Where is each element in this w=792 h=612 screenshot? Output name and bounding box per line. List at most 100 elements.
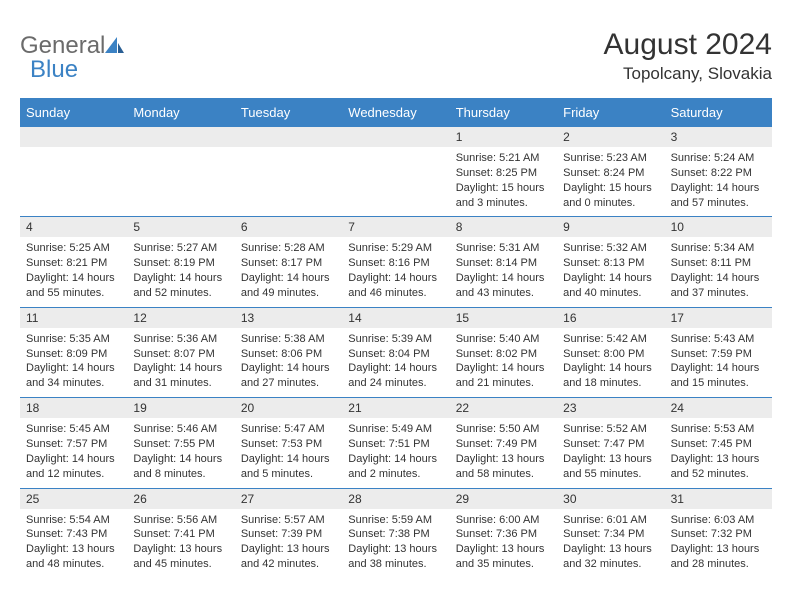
day-details: Sunrise: 5:45 AMSunset: 7:57 PMDaylight:… (20, 418, 127, 487)
sunrise-text: Sunrise: 5:36 AM (133, 332, 228, 347)
sunset-text: Sunset: 8:04 PM (348, 347, 443, 362)
sunrise-text: Sunrise: 5:50 AM (456, 422, 551, 437)
daylight-text: Daylight: 14 hours and 21 minutes. (456, 361, 551, 391)
dayname-saturday: Saturday (665, 99, 772, 126)
sunset-text: Sunset: 7:39 PM (241, 527, 336, 542)
sunset-text: Sunset: 8:16 PM (348, 256, 443, 271)
calendar-week: 4Sunrise: 5:25 AMSunset: 8:21 PMDaylight… (20, 216, 772, 306)
day-number: 22 (450, 398, 557, 418)
daylight-text: Daylight: 14 hours and 15 minutes. (671, 361, 766, 391)
dayname-tuesday: Tuesday (235, 99, 342, 126)
day-details: Sunrise: 6:01 AMSunset: 7:34 PMDaylight:… (557, 509, 664, 578)
sunrise-text: Sunrise: 5:32 AM (563, 241, 658, 256)
daylight-text: Daylight: 14 hours and 43 minutes. (456, 271, 551, 301)
dayname-monday: Monday (127, 99, 234, 126)
calendar-cell: 2Sunrise: 5:23 AMSunset: 8:24 PMDaylight… (557, 127, 664, 216)
calendar-cell: 16Sunrise: 5:42 AMSunset: 8:00 PMDayligh… (557, 308, 664, 397)
sunset-text: Sunset: 7:32 PM (671, 527, 766, 542)
sunrise-text: Sunrise: 6:01 AM (563, 513, 658, 528)
sunset-text: Sunset: 8:22 PM (671, 166, 766, 181)
calendar-cell: 6Sunrise: 5:28 AMSunset: 8:17 PMDaylight… (235, 217, 342, 306)
calendar-cell: 21Sunrise: 5:49 AMSunset: 7:51 PMDayligh… (342, 398, 449, 487)
daylight-text: Daylight: 14 hours and 27 minutes. (241, 361, 336, 391)
sunrise-text: Sunrise: 5:27 AM (133, 241, 228, 256)
day-details: Sunrise: 5:57 AMSunset: 7:39 PMDaylight:… (235, 509, 342, 578)
day-number: 12 (127, 308, 234, 328)
sunrise-text: Sunrise: 5:28 AM (241, 241, 336, 256)
calendar-cell: 19Sunrise: 5:46 AMSunset: 7:55 PMDayligh… (127, 398, 234, 487)
day-details: Sunrise: 5:38 AMSunset: 8:06 PMDaylight:… (235, 328, 342, 397)
sunset-text: Sunset: 7:49 PM (456, 437, 551, 452)
calendar-cell: 1Sunrise: 5:21 AMSunset: 8:25 PMDaylight… (450, 127, 557, 216)
sunrise-text: Sunrise: 5:35 AM (26, 332, 121, 347)
day-details: Sunrise: 5:28 AMSunset: 8:17 PMDaylight:… (235, 237, 342, 306)
day-details: Sunrise: 5:40 AMSunset: 8:02 PMDaylight:… (450, 328, 557, 397)
calendar-cell: 10Sunrise: 5:34 AMSunset: 8:11 PMDayligh… (665, 217, 772, 306)
sunrise-text: Sunrise: 5:29 AM (348, 241, 443, 256)
day-number: 13 (235, 308, 342, 328)
sunset-text: Sunset: 8:21 PM (26, 256, 121, 271)
daylight-text: Daylight: 14 hours and 46 minutes. (348, 271, 443, 301)
day-number: 3 (665, 127, 772, 147)
daylight-text: Daylight: 13 hours and 42 minutes. (241, 542, 336, 572)
sunrise-text: Sunrise: 5:40 AM (456, 332, 551, 347)
daylight-text: Daylight: 13 hours and 55 minutes. (563, 452, 658, 482)
day-number: 18 (20, 398, 127, 418)
daylight-text: Daylight: 13 hours and 48 minutes. (26, 542, 121, 572)
sunset-text: Sunset: 7:38 PM (348, 527, 443, 542)
sunset-text: Sunset: 8:11 PM (671, 256, 766, 271)
daylight-text: Daylight: 14 hours and 8 minutes. (133, 452, 228, 482)
day-number: 1 (450, 127, 557, 147)
day-number: 24 (665, 398, 772, 418)
daylight-text: Daylight: 13 hours and 58 minutes. (456, 452, 551, 482)
daylight-text: Daylight: 13 hours and 45 minutes. (133, 542, 228, 572)
sunset-text: Sunset: 7:51 PM (348, 437, 443, 452)
sunset-text: Sunset: 8:19 PM (133, 256, 228, 271)
sunrise-text: Sunrise: 5:42 AM (563, 332, 658, 347)
day-number: 2 (557, 127, 664, 147)
location: Topolcany, Slovakia (604, 64, 772, 84)
day-details: Sunrise: 5:56 AMSunset: 7:41 PMDaylight:… (127, 509, 234, 578)
day-details: Sunrise: 5:53 AMSunset: 7:45 PMDaylight:… (665, 418, 772, 487)
calendar-cell (127, 127, 234, 216)
day-details: Sunrise: 5:52 AMSunset: 7:47 PMDaylight:… (557, 418, 664, 487)
calendar-cell: 17Sunrise: 5:43 AMSunset: 7:59 PMDayligh… (665, 308, 772, 397)
calendar-cell: 27Sunrise: 5:57 AMSunset: 7:39 PMDayligh… (235, 489, 342, 578)
day-details: Sunrise: 5:47 AMSunset: 7:53 PMDaylight:… (235, 418, 342, 487)
calendar-cell (20, 127, 127, 216)
day-number: 25 (20, 489, 127, 509)
day-details: Sunrise: 5:29 AMSunset: 8:16 PMDaylight:… (342, 237, 449, 306)
calendar-cell: 14Sunrise: 5:39 AMSunset: 8:04 PMDayligh… (342, 308, 449, 397)
daylight-text: Daylight: 14 hours and 5 minutes. (241, 452, 336, 482)
daylight-text: Daylight: 15 hours and 0 minutes. (563, 181, 658, 211)
sunrise-text: Sunrise: 5:59 AM (348, 513, 443, 528)
day-number: 23 (557, 398, 664, 418)
sunset-text: Sunset: 7:55 PM (133, 437, 228, 452)
sunrise-text: Sunrise: 5:54 AM (26, 513, 121, 528)
day-number: 11 (20, 308, 127, 328)
calendar-cell (342, 127, 449, 216)
sunset-text: Sunset: 7:41 PM (133, 527, 228, 542)
sunrise-text: Sunrise: 5:52 AM (563, 422, 658, 437)
sunrise-text: Sunrise: 5:56 AM (133, 513, 228, 528)
day-number (127, 127, 234, 147)
sunrise-text: Sunrise: 5:24 AM (671, 151, 766, 166)
daylight-text: Daylight: 14 hours and 55 minutes. (26, 271, 121, 301)
daylight-text: Daylight: 13 hours and 32 minutes. (563, 542, 658, 572)
day-number: 21 (342, 398, 449, 418)
dayname-sunday: Sunday (20, 99, 127, 126)
dayname-friday: Friday (557, 99, 664, 126)
sunrise-text: Sunrise: 5:31 AM (456, 241, 551, 256)
calendar-cell: 13Sunrise: 5:38 AMSunset: 8:06 PMDayligh… (235, 308, 342, 397)
day-number: 26 (127, 489, 234, 509)
calendar-cell: 24Sunrise: 5:53 AMSunset: 7:45 PMDayligh… (665, 398, 772, 487)
sunrise-text: Sunrise: 6:00 AM (456, 513, 551, 528)
daylight-text: Daylight: 14 hours and 52 minutes. (133, 271, 228, 301)
calendar-cell: 8Sunrise: 5:31 AMSunset: 8:14 PMDaylight… (450, 217, 557, 306)
day-number: 4 (20, 217, 127, 237)
calendar-cell: 15Sunrise: 5:40 AMSunset: 8:02 PMDayligh… (450, 308, 557, 397)
day-number: 19 (127, 398, 234, 418)
calendar-week: 25Sunrise: 5:54 AMSunset: 7:43 PMDayligh… (20, 488, 772, 578)
sunset-text: Sunset: 8:02 PM (456, 347, 551, 362)
day-number: 30 (557, 489, 664, 509)
